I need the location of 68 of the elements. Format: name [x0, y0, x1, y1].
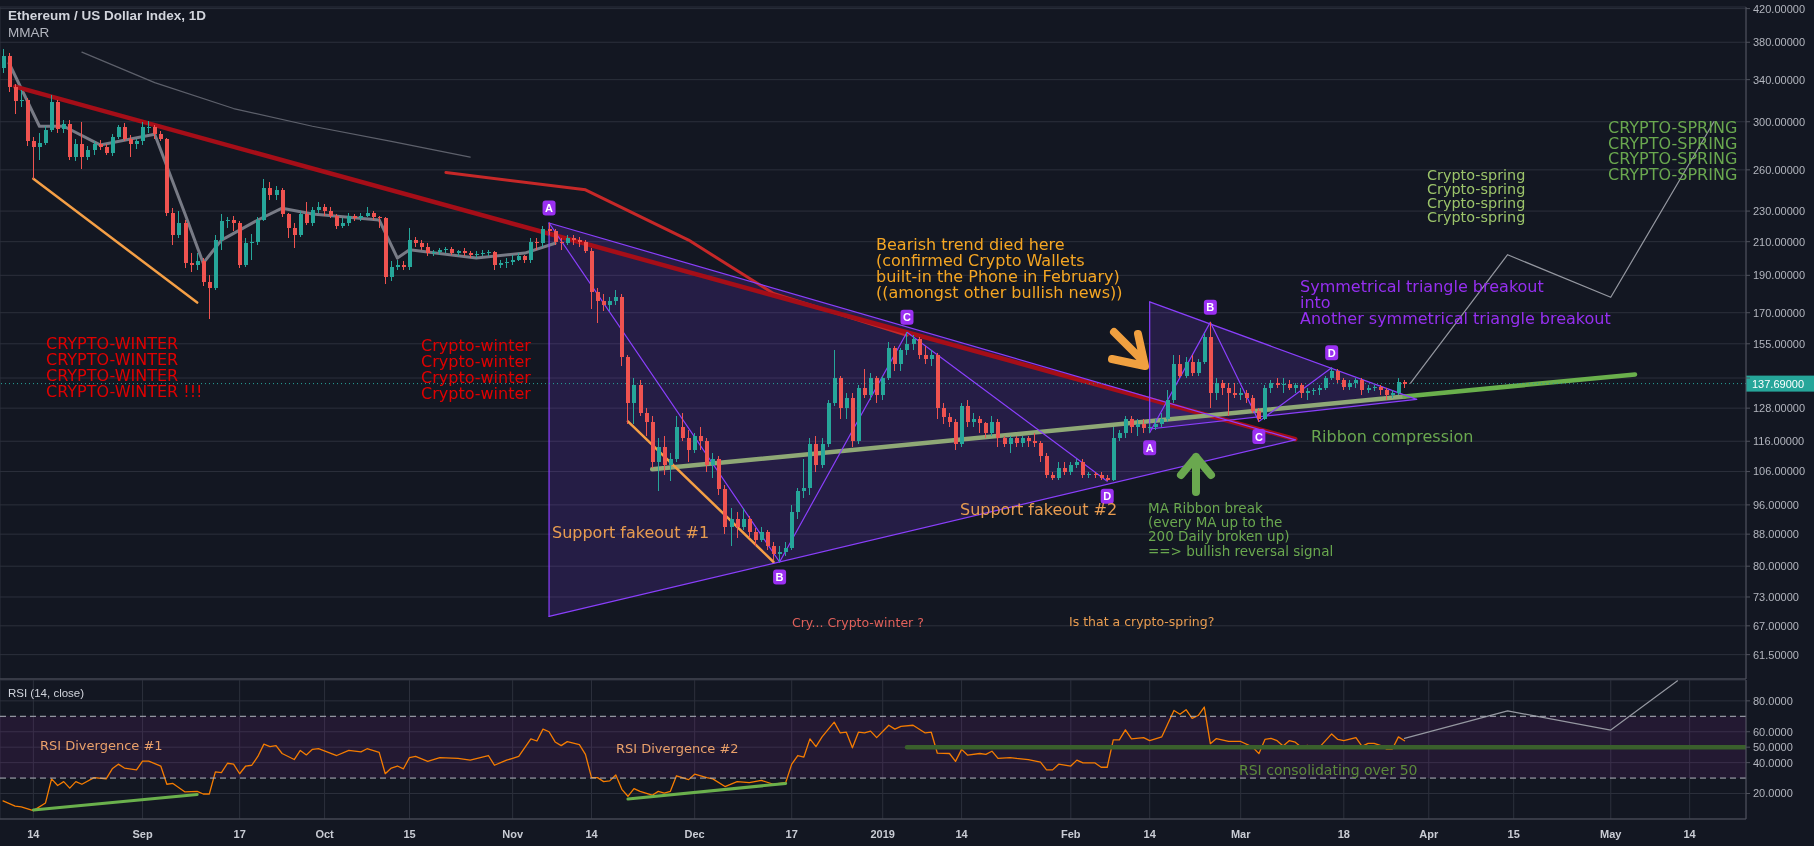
- y-tick-label: 155.00000: [1753, 337, 1805, 350]
- x-tick-label: 17: [785, 827, 798, 840]
- ref-line-label: 137.69000: [1752, 377, 1804, 390]
- x-tick-label: 14: [955, 827, 969, 840]
- y-tick-label: 61.50000: [1753, 648, 1799, 661]
- y-tick-label: 170.00000: [1753, 306, 1805, 319]
- x-tick-label: 14: [1143, 827, 1157, 840]
- annotation: D: [1103, 490, 1112, 503]
- x-tick-label: 15: [403, 827, 416, 840]
- annotation: CRYPTO-WINTER CRYPTO-WINTER CRYPTO-WINTER CRYPTO-WINTER !!!: [46, 334, 203, 401]
- annotation: A: [1145, 441, 1154, 454]
- x-tick-label: Sep: [132, 827, 153, 840]
- annotation: C: [1254, 430, 1263, 443]
- y-tick-label: 260.00000: [1753, 163, 1805, 176]
- annotation: MA Ribbon break (every MA up to the 200 Daily broken up) ==> bullish reversal signal: [1148, 500, 1334, 559]
- y-tick-label: 340.00000: [1753, 73, 1805, 86]
- y-tick-label: 96.00000: [1753, 498, 1799, 511]
- x-tick-label: Mar: [1230, 827, 1252, 840]
- text: MMAR: [8, 25, 50, 41]
- y-tick-label: 88.00000: [1753, 528, 1799, 541]
- x-tick-label: Oct: [315, 827, 335, 840]
- annotation: RSI Divergence #1: [40, 738, 163, 754]
- y-tick-label: 420.00000: [1753, 2, 1805, 15]
- annotation: Support fakeout #1: [552, 523, 710, 542]
- x-tick-label: Apr: [1419, 827, 1439, 840]
- annotation: Is that a crypto-spring?: [1069, 614, 1215, 629]
- x-tick-label: 17: [233, 827, 246, 840]
- x-tick-label: 2019: [870, 827, 895, 840]
- annotation: RSI Divergence #2: [616, 741, 739, 757]
- annotation: C: [903, 311, 912, 324]
- y-tick-label: 60.0000: [1753, 725, 1793, 738]
- y-tick-label: 128.00000: [1753, 402, 1805, 415]
- y-tick-label: 67.00000: [1753, 619, 1799, 632]
- y-tick-label: 80.00000: [1753, 560, 1799, 573]
- annotation: Bearish trend died here (confirmed Crypto Wallets built-in the Phone in February) ((amongst other bullish news)): [876, 235, 1123, 302]
- x-tick-label: 18: [1337, 827, 1350, 840]
- annotation: Cry... Crypto-winter ?: [792, 615, 924, 630]
- text: RSI (14, close): [8, 686, 85, 700]
- annotation: A: [545, 201, 554, 214]
- y-tick-label: 20.0000: [1753, 787, 1793, 800]
- y-tick-label: 190.00000: [1753, 269, 1805, 282]
- annotation: B: [775, 571, 784, 584]
- y-tick-label: 40.0000: [1753, 756, 1793, 769]
- y-tick-label: 73.00000: [1753, 590, 1799, 603]
- y-tick-label: 380.00000: [1753, 36, 1805, 49]
- y-tick-label: 116.00000: [1753, 435, 1805, 448]
- x-tick-label: 14: [585, 827, 599, 840]
- annotation: Crypto-spring Crypto-spring Crypto-spring Crypto-spring: [1427, 167, 1526, 226]
- chart-title: Ethereum / US Dollar Index, 1D: [8, 8, 207, 24]
- annotation: B: [1206, 301, 1215, 314]
- annotation: Crypto-winter Crypto-winter Crypto-winter Crypto-winter: [421, 336, 531, 403]
- y-tick-label: 50.0000: [1753, 741, 1793, 754]
- x-tick-label: 15: [1507, 827, 1520, 840]
- x-tick-label: May: [1600, 827, 1623, 840]
- x-tick-label: 14: [27, 827, 41, 840]
- annotation: Ribbon compression: [1311, 427, 1474, 446]
- y-tick-label: 210.00000: [1753, 235, 1805, 248]
- annotation: Symmetrical triangle breakout into Another symmetrical triangle breakout: [1300, 277, 1611, 328]
- x-tick-label: Nov: [502, 827, 524, 840]
- y-tick-label: 300.00000: [1753, 115, 1805, 128]
- y-tick-label: 230.00000: [1753, 204, 1805, 217]
- x-tick-label: 14: [1683, 827, 1697, 840]
- annotation: RSI consolidating over 50: [1239, 762, 1418, 778]
- x-tick-label: Dec: [684, 827, 705, 840]
- annotation: D: [1327, 346, 1336, 359]
- x-tick-label: Feb: [1061, 827, 1081, 840]
- y-tick-label: 80.0000: [1753, 694, 1793, 707]
- y-tick-label: 106.00000: [1753, 465, 1805, 478]
